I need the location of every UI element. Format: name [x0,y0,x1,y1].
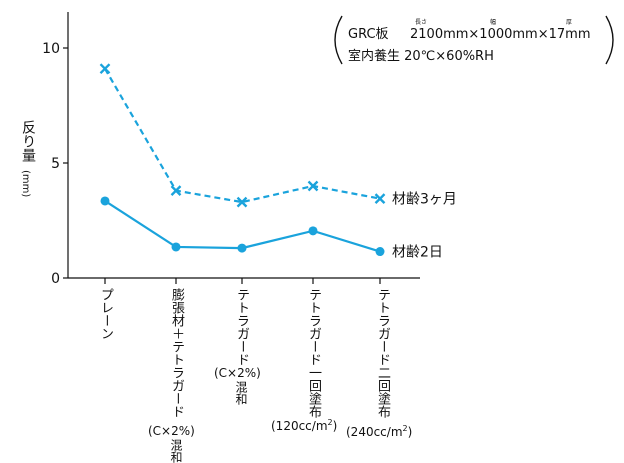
category-label-0: プレーン [98,288,113,340]
data-point-s1-3 [308,226,318,236]
left-paren [334,15,343,65]
y-tick-label-2: 10 [42,41,60,57]
ruby-length: 長さ [415,19,427,26]
series-label-0: 材齢3ヶ月 [392,192,457,208]
category-label-3: テトラガード一回塗布 [306,288,321,418]
category-note-2: (C×2%) [214,366,261,380]
data-point-s0-1 [170,185,182,196]
category-label-2: テトラガード [234,288,249,366]
right-paren [605,15,614,65]
series-label-1: 材齢2日 [392,245,443,261]
ruby-thickness: 厚 [566,19,572,26]
data-point-s0-4 [374,193,386,204]
category-label-4: テトラガード二回塗布 [375,288,390,418]
category-note-3: (120cc/m2) [271,418,338,433]
y-tick-label-0: 0 [51,271,60,287]
data-point-s0-3 [307,180,319,192]
x-ticks [104,278,381,284]
series-line-0 [104,68,381,204]
condition-annotation: GRC板 2100mm×1000mm×17mm 長さ 幅 厚 室内養生 20℃×… [334,15,614,65]
condition-line1-value: 2100mm×1000mm×17mm [410,27,590,42]
category-note-4: (240cc/m2) [346,424,413,439]
category-note-1-tail: 混和 [169,439,183,463]
category-label-1: 膨張材＋テトラガード [169,288,184,418]
data-point-s1-1 [171,242,181,252]
condition-line1-prefix: GRC板 [348,27,389,42]
data-point-s0-2 [236,196,248,208]
ruby-width: 幅 [490,18,496,26]
data-point-s0-0 [99,63,111,75]
category-note-1: (C×2%) [148,424,195,438]
y-axis-label: 反り量 [20,120,36,162]
y-axis-unit-text: mm [20,173,31,194]
data-point-s1-2 [237,243,247,253]
data-point-s1-0 [100,196,110,206]
y-ticks: 0 5 10 [42,41,68,287]
data-point-s1-4 [375,247,385,257]
category-note-2-tail: 混和 [234,381,248,405]
condition-line2: 室内養生 20℃×60%RH [348,48,494,64]
y-axis-unit: (mm) [20,170,31,198]
axes [67,12,420,279]
y-tick-label-1: 5 [51,156,60,172]
